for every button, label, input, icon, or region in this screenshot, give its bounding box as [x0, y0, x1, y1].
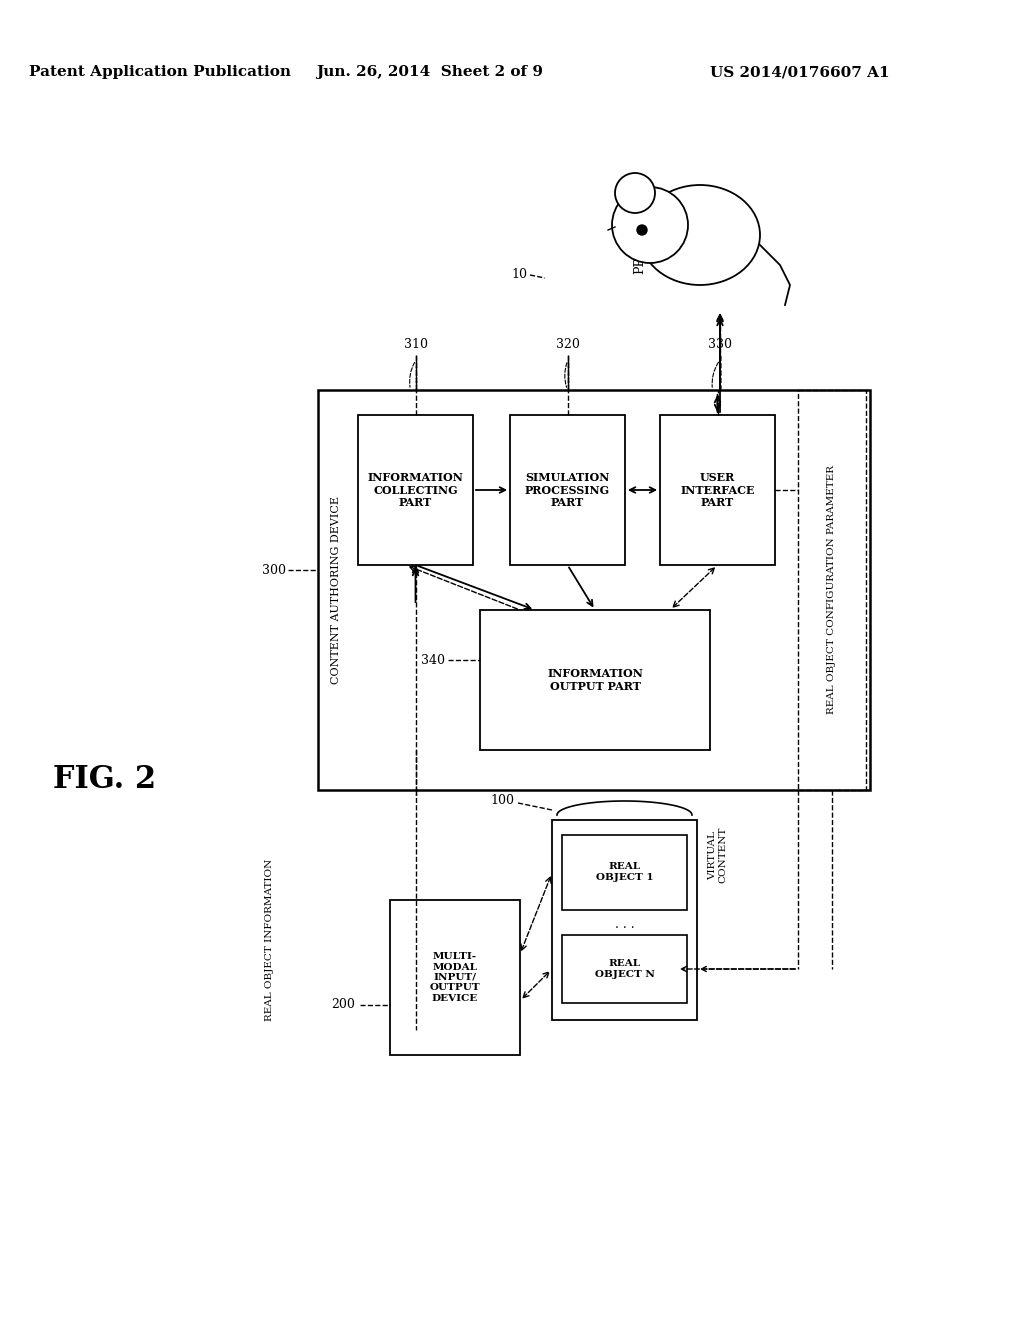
Bar — [552, 820, 697, 1020]
Bar — [390, 900, 520, 1055]
Text: 340: 340 — [421, 653, 445, 667]
Text: REAL OBJECT INFORMATION: REAL OBJECT INFORMATION — [265, 859, 274, 1022]
Text: SIMULATION
PROCESSING
PART: SIMULATION PROCESSING PART — [525, 471, 610, 508]
Text: Patent Application Publication: Patent Application Publication — [29, 65, 291, 79]
Circle shape — [637, 224, 647, 235]
Text: 100: 100 — [490, 793, 514, 807]
Text: INFORMATION
OUTPUT PART: INFORMATION OUTPUT PART — [547, 668, 643, 692]
Text: 200: 200 — [331, 998, 355, 1011]
Bar — [660, 414, 775, 565]
Text: REAL
OBJECT N: REAL OBJECT N — [595, 960, 654, 978]
Text: PRODUCER: PRODUCER — [634, 197, 646, 273]
Bar — [510, 414, 625, 565]
Bar — [562, 836, 687, 909]
Circle shape — [615, 173, 655, 213]
Bar — [358, 414, 473, 565]
Bar — [798, 389, 866, 789]
Text: REAL OBJECT CONFIGURATION PARAMETER: REAL OBJECT CONFIGURATION PARAMETER — [827, 466, 837, 714]
Ellipse shape — [640, 185, 760, 285]
Text: 10: 10 — [511, 268, 527, 281]
Bar — [480, 610, 710, 750]
Text: 300: 300 — [262, 564, 286, 577]
Text: . . .: . . . — [614, 919, 634, 932]
Text: REAL
OBJECT 1: REAL OBJECT 1 — [596, 862, 653, 882]
Bar — [318, 389, 870, 789]
Text: US 2014/0176607 A1: US 2014/0176607 A1 — [711, 65, 890, 79]
Text: VIRTUAL
CONTENT: VIRTUAL CONTENT — [709, 826, 728, 883]
Text: USER
INTERFACE
PART: USER INTERFACE PART — [680, 471, 755, 508]
Text: 330: 330 — [708, 338, 732, 351]
Text: Jun. 26, 2014  Sheet 2 of 9: Jun. 26, 2014 Sheet 2 of 9 — [316, 65, 544, 79]
Circle shape — [612, 187, 688, 263]
Text: 320: 320 — [556, 338, 580, 351]
Text: FIG. 2: FIG. 2 — [53, 764, 157, 796]
Text: CONTENT AUTHORING DEVICE: CONTENT AUTHORING DEVICE — [331, 496, 341, 684]
Bar — [562, 935, 687, 1003]
Text: MULTI-
MODAL
INPUT/
OUTPUT
DEVICE: MULTI- MODAL INPUT/ OUTPUT DEVICE — [430, 952, 480, 1003]
Text: 310: 310 — [404, 338, 428, 351]
Text: INFORMATION
COLLECTING
PART: INFORMATION COLLECTING PART — [368, 471, 464, 508]
